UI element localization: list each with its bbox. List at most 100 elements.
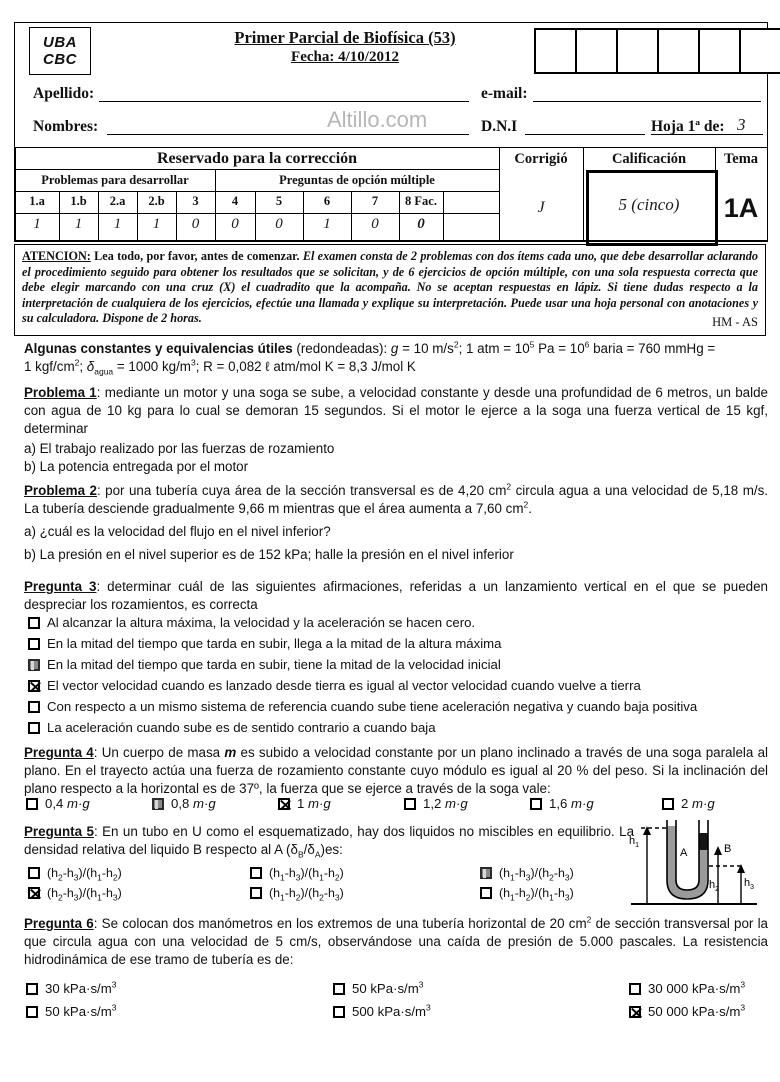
constants-line1c: ; 1 atm = 10 bbox=[458, 341, 530, 356]
checkbox-icon[interactable] bbox=[662, 798, 674, 810]
pregunta3-option-5[interactable]: Con respecto a un mismo sistema de refer… bbox=[28, 699, 697, 714]
pregunta5-option-6[interactable]: (h1-h2)/(h1-h3) bbox=[480, 886, 574, 903]
altillo-watermark: Altillo.com bbox=[327, 107, 428, 132]
option-unit: m·g bbox=[571, 796, 594, 811]
checkbox-checked-icon[interactable] bbox=[278, 798, 290, 810]
option-sup: 3 bbox=[111, 979, 117, 990]
mark-3: 0 bbox=[191, 216, 200, 232]
sup-2e: 2 bbox=[586, 914, 592, 925]
code-box-5[interactable] bbox=[700, 30, 741, 72]
corrigio-label: Corrigió bbox=[514, 151, 568, 167]
mark-1b: 1 bbox=[74, 216, 83, 232]
checkbox-icon[interactable] bbox=[26, 1006, 38, 1018]
pregunta6-label: Pregunta 6 bbox=[24, 916, 94, 931]
option-label: 50 000 kPa·s/m bbox=[648, 1004, 741, 1019]
checkbox-icon[interactable] bbox=[28, 638, 40, 650]
pregunta5-option-5[interactable]: (h1-h2)/(h2-h3) bbox=[250, 886, 344, 902]
checkbox-checked-icon[interactable] bbox=[629, 1006, 641, 1018]
pregunta3-option-3[interactable]: En la mitad del tiempo que tarda en subi… bbox=[28, 657, 501, 672]
pregunta4-option-6[interactable]: 2 m·g bbox=[662, 796, 715, 811]
pregunta6-option-3[interactable]: 30 000 kPa·s/m3 bbox=[629, 980, 745, 996]
nombres-input-line[interactable] bbox=[107, 134, 469, 135]
code-box-6[interactable] bbox=[741, 30, 780, 72]
tema-value: 1A bbox=[723, 193, 759, 223]
sup-2d: 2 bbox=[523, 499, 529, 510]
pregunta3-option-4[interactable]: El vector velocidad cuando es lanzado de… bbox=[28, 678, 641, 693]
pregunta6-option-5[interactable]: 500 kPa·s/m3 bbox=[333, 1003, 431, 1019]
page-title: Primer Parcial de Biofísica (53) bbox=[234, 28, 456, 47]
problema1-text: : mediante un motor y una soga se sube, … bbox=[24, 385, 768, 436]
pregunta4-option-3[interactable]: 1 m·g bbox=[278, 796, 331, 811]
pregunta3-option-2[interactable]: En la mitad del tiempo que tarda en subi… bbox=[28, 636, 502, 651]
pregunta4-option-5[interactable]: 1,6 m·g bbox=[530, 796, 594, 811]
calificacion-value: 5 (cinco) bbox=[618, 195, 680, 214]
code-box-1[interactable] bbox=[536, 30, 577, 72]
pregunta5-label: Pregunta 5 bbox=[24, 824, 94, 839]
email-input-line[interactable] bbox=[533, 101, 761, 102]
checkbox-icon[interactable] bbox=[480, 887, 492, 899]
checkbox-icon[interactable] bbox=[333, 1006, 345, 1018]
checkbox-icon[interactable] bbox=[250, 867, 262, 879]
pregunta5-option-2[interactable]: (h1-h3)/(h1-h2) bbox=[250, 866, 344, 883]
code-box-3[interactable] bbox=[618, 30, 659, 72]
pregunta4-text-a: : Un cuerpo de masa bbox=[93, 745, 225, 760]
pregunta3-option-1[interactable]: Al alcanzar la altura máxima, la velocid… bbox=[28, 615, 475, 630]
option-label: (h1-h3)/(h1-h2) bbox=[269, 866, 344, 883]
checkbox-icon[interactable] bbox=[28, 617, 40, 629]
pregunta6-option-1[interactable]: 30 kPa·s/m3 bbox=[26, 979, 117, 996]
option-number: 1,2 bbox=[423, 796, 442, 811]
checkbox-icon[interactable] bbox=[629, 983, 641, 995]
checkbox-icon[interactable] bbox=[28, 722, 40, 734]
pregunta6-option-2[interactable]: 50 kPa·s/m3 bbox=[333, 980, 423, 996]
pregunta5-option-1[interactable]: (h2-h3)/(h1-h2) bbox=[28, 866, 122, 882]
checkbox-checked-icon[interactable] bbox=[28, 680, 40, 692]
checkbox-icon[interactable] bbox=[28, 659, 40, 671]
checkbox-icon[interactable] bbox=[152, 798, 164, 810]
pregunta5-option-3[interactable]: (h1-h3)/(h2-h3) bbox=[480, 866, 574, 882]
checkbox-icon[interactable] bbox=[28, 867, 40, 879]
checkbox-icon[interactable] bbox=[530, 798, 542, 810]
code-box-4[interactable] bbox=[659, 30, 700, 72]
atencion-signature: HM - AS bbox=[712, 315, 758, 330]
checkbox-checked-icon[interactable] bbox=[28, 887, 40, 899]
pregunta4-option-4[interactable]: 1,2 m·g bbox=[404, 796, 468, 811]
constants-label: Algunas constantes y equivalencias útile… bbox=[24, 341, 293, 356]
pregunta4-option-1[interactable]: 0,4 m·g bbox=[26, 796, 90, 811]
atencion-box: ATENCION: Lea todo, por favor, antes de … bbox=[14, 244, 766, 337]
student-code-grid[interactable] bbox=[534, 28, 780, 74]
problema1-item-b: b) La potencia entregada por el motor bbox=[24, 459, 249, 474]
label-h3: h3 bbox=[744, 877, 754, 891]
pregunta5-block: Pregunta 5: En un tubo en U como el esqu… bbox=[24, 823, 634, 859]
checkbox-icon[interactable] bbox=[250, 887, 262, 899]
pregunta3-block: Pregunta 3: determinar cuál de las sigui… bbox=[24, 578, 768, 614]
problema1-block: Problema 1: mediante un motor y una soga… bbox=[24, 384, 768, 437]
option-label: (h1-h2)/(h1-h3) bbox=[499, 886, 574, 903]
pregunta6-option-6[interactable]: 50 000 kPa·s/m3 bbox=[629, 1002, 746, 1019]
nombres-label: Nombres: bbox=[33, 118, 99, 135]
institution-logo: UBA CBC bbox=[29, 27, 91, 75]
checkbox-icon[interactable] bbox=[26, 798, 38, 810]
checkbox-icon[interactable] bbox=[404, 798, 416, 810]
option-sup: 3 bbox=[740, 1002, 746, 1013]
hoja-label: Hoja 1ª de: bbox=[651, 118, 725, 135]
pregunta4-option-2[interactable]: 0,8 m·g bbox=[152, 796, 216, 811]
code-box-2[interactable] bbox=[577, 30, 618, 72]
sup-2b: 2 bbox=[74, 357, 80, 368]
problema2-block: Problema 2: por una tubería cuya área de… bbox=[24, 482, 768, 518]
apellido-label: Apellido: bbox=[33, 85, 95, 102]
checkbox-icon[interactable] bbox=[28, 701, 40, 713]
pregunta3-option-6[interactable]: La aceleración cuando sube es de sentido… bbox=[28, 720, 436, 735]
checkbox-icon[interactable] bbox=[480, 867, 492, 879]
checkbox-icon[interactable] bbox=[333, 983, 345, 995]
tema-label: Tema bbox=[723, 151, 759, 167]
option-unit: m·g bbox=[445, 796, 468, 811]
mark-5: 0 bbox=[275, 216, 283, 232]
pregunta6-option-4[interactable]: 50 kPa·s/m3 bbox=[26, 1003, 116, 1019]
apellido-input-line[interactable] bbox=[99, 101, 469, 102]
constants-line1e: baria = 760 mmHg = bbox=[589, 341, 716, 356]
pregunta5-option-4[interactable]: (h2-h3)/(h1-h3) bbox=[28, 886, 122, 902]
dni-input-line[interactable] bbox=[525, 134, 645, 135]
sup-5: 5 bbox=[529, 339, 535, 350]
mark-1a: 1 bbox=[33, 216, 41, 232]
checkbox-icon[interactable] bbox=[26, 983, 38, 995]
